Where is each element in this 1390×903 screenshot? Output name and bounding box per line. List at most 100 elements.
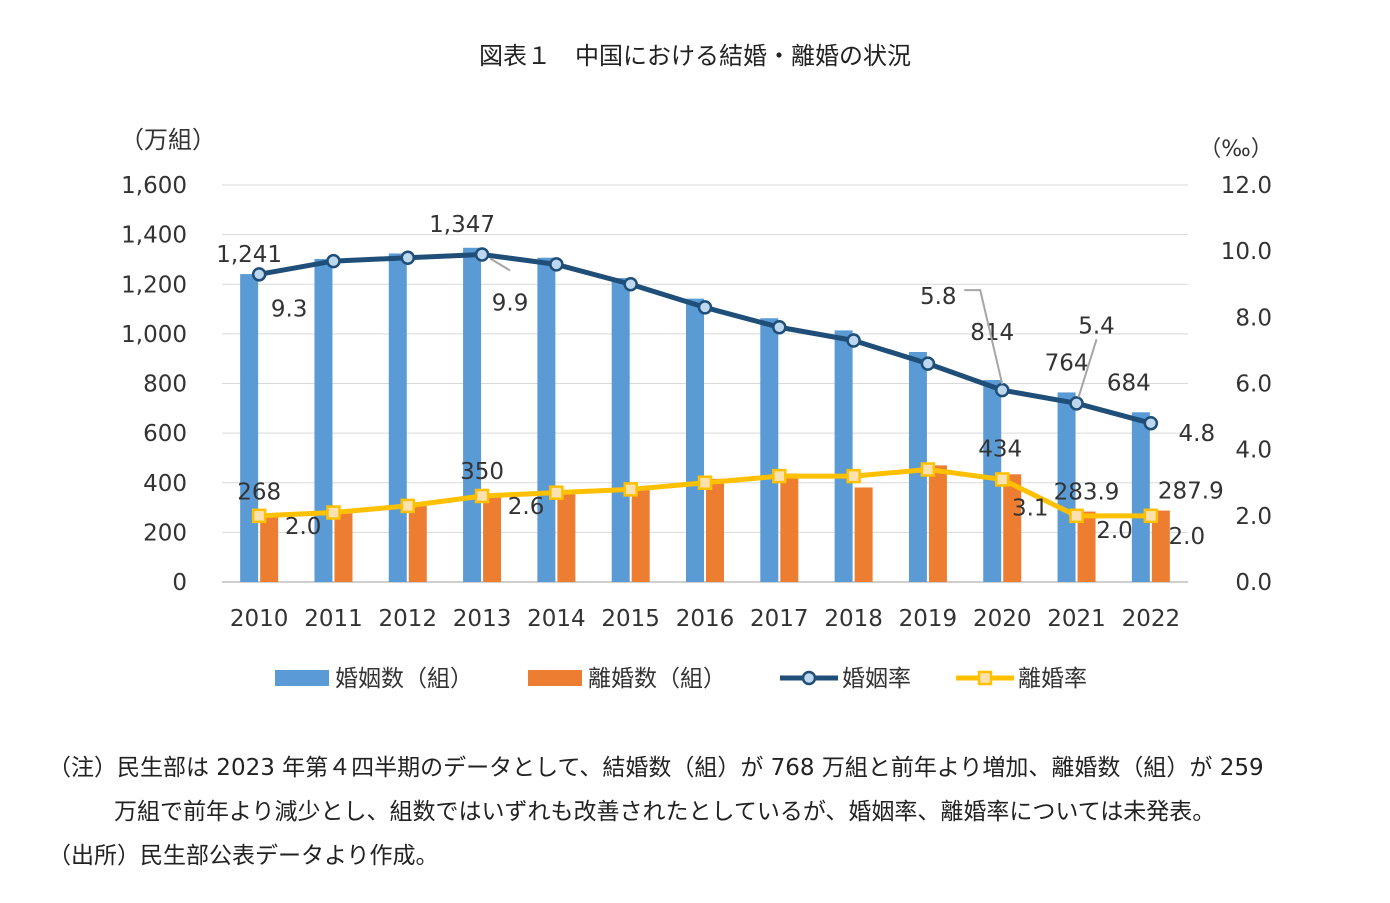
axes: 0 200 400 600 800 1,000 1,200 1,400 1,600 0.0 2.0 4…	[120, 126, 1273, 632]
data-label: 2.0	[285, 514, 322, 540]
bar-divorce	[557, 491, 576, 582]
data-label: 9.9	[492, 290, 529, 316]
data-label: 9.3	[271, 296, 308, 322]
divorce-rate-point	[623, 482, 638, 497]
chart-title: 図表１ 中国における結婚・離婚の状況	[479, 42, 911, 70]
bar-divorce	[631, 486, 650, 582]
divorce-rate-point	[400, 498, 416, 514]
divorce-rate-point	[1143, 508, 1159, 524]
bar-divorce	[260, 515, 279, 582]
marriage-rate-point	[251, 267, 267, 282]
y-left-tick-label: 400	[143, 471, 187, 497]
x-tick-label: 2013	[453, 606, 512, 632]
bar-marriage	[388, 253, 407, 583]
legend-marker	[801, 670, 817, 686]
x-tick-label: 2020	[973, 606, 1032, 632]
combo-chart: 0 200 400 600 800 1,000 1,200 1,400 1,600 0.0 2.0 4…	[120, 126, 1273, 692]
data-label: 283.9	[1054, 480, 1120, 506]
divorce-rate-point	[474, 488, 490, 504]
bar-marriage	[240, 274, 259, 582]
line-series	[251, 247, 1159, 524]
y-left-axis-title: （万組）	[120, 126, 216, 154]
marriage-rate-point	[400, 250, 416, 266]
x-tick-label: 2019	[899, 606, 958, 632]
y-left-tick-label: 1,000	[121, 322, 187, 348]
data-label: 5.8	[920, 284, 957, 310]
bar-divorce	[1003, 474, 1022, 582]
data-label: 3.1	[1012, 495, 1049, 521]
y-left-tick-label: 0	[172, 570, 187, 596]
data-label: 684	[1107, 370, 1151, 396]
x-tick-label: 2016	[676, 606, 735, 632]
bar-marriage	[611, 278, 630, 582]
x-tick-label: 2014	[527, 606, 586, 632]
legend-swatch	[528, 670, 582, 686]
bar-marriage	[1131, 412, 1150, 582]
bar-marriage	[1057, 392, 1076, 582]
legend-label: 離婚数（組）	[588, 666, 726, 692]
data-label: 268	[237, 480, 281, 506]
bar-marriage	[686, 298, 704, 582]
source-line: （出所）民生部公表データより作成。	[48, 843, 439, 869]
bar-marriage	[537, 257, 556, 582]
y-left-tick-label: 1,600	[121, 173, 187, 199]
legend-label: 離婚率	[1018, 666, 1087, 692]
marriage-rate-point	[326, 253, 341, 269]
divorce-rate-point	[251, 508, 267, 524]
note-line-2: 万組で前年より減少とし、組数ではいずれも改善されたとしているが、婚姻率、離婚率に…	[114, 799, 1216, 825]
data-label: 5.4	[1078, 313, 1115, 339]
marriage-rate-point	[1069, 396, 1084, 411]
bar-divorce	[483, 495, 502, 582]
divorce-rate-point	[549, 485, 564, 500]
bar-divorce	[1151, 510, 1170, 582]
x-tick-label: 2010	[230, 606, 289, 632]
y-right-tick-label: 4.0	[1235, 438, 1272, 464]
bar-marriage	[463, 247, 482, 582]
bar-marriage	[314, 258, 333, 582]
divorce-rate-point	[326, 505, 341, 520]
y-right-tick-label: 12.0	[1221, 173, 1272, 199]
y-right-tick-label: 8.0	[1235, 305, 1272, 331]
bar-divorce	[408, 505, 427, 582]
divorce-rate-point	[1069, 508, 1084, 524]
legend: 婚姻数（組） 離婚数（組） 婚姻率 離婚率	[275, 666, 1087, 692]
bar-divorce	[334, 510, 353, 582]
y-left-tick-label: 1,200	[121, 272, 187, 298]
divorce-rate-point	[697, 475, 713, 490]
y-right-tick-label: 6.0	[1235, 372, 1272, 398]
y-left-tick-label: 600	[143, 421, 187, 447]
data-label: 434	[978, 436, 1022, 462]
data-label: 287.9	[1158, 479, 1224, 505]
bar-marriage	[834, 330, 853, 582]
leader-line	[1077, 339, 1098, 398]
y-right-axis-title: （‰）	[1199, 137, 1273, 162]
legend-label: 婚姻数（組）	[335, 666, 473, 692]
bar-divorce	[780, 473, 799, 582]
bar-divorce	[928, 465, 947, 582]
y-right-tick-label: 10.0	[1221, 239, 1272, 265]
data-label: 764	[1045, 350, 1089, 376]
marriage-rate-point	[697, 300, 713, 315]
data-label: 1,347	[429, 212, 495, 238]
bar-divorce	[1077, 511, 1096, 582]
gridlines	[222, 184, 1188, 583]
y-right-tick-label: 2.0	[1235, 504, 1272, 530]
x-tick-label: 2011	[304, 606, 363, 632]
x-tick-label: 2021	[1047, 606, 1106, 632]
bar-divorce	[854, 487, 873, 582]
divorce-rate-point	[846, 468, 861, 484]
marriage-rate-point	[549, 257, 564, 272]
divorce-rate-point	[920, 462, 936, 477]
bar-divorce	[706, 478, 724, 582]
data-label: 350	[460, 459, 504, 485]
x-tick-label: 2017	[750, 606, 809, 632]
bar-series	[240, 247, 1170, 583]
bar-marriage	[760, 318, 779, 582]
leader-line	[489, 257, 511, 272]
divorce-rate-point	[994, 472, 1010, 487]
legend-swatch	[275, 670, 329, 686]
data-label: 1,241	[216, 242, 282, 268]
marriage-rate-point	[994, 382, 1010, 398]
y-left-tick-label: 1,400	[121, 223, 187, 249]
